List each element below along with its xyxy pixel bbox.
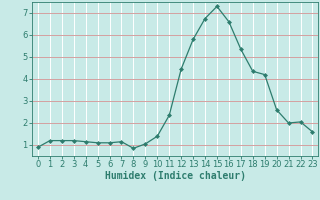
X-axis label: Humidex (Indice chaleur): Humidex (Indice chaleur) — [105, 171, 246, 181]
